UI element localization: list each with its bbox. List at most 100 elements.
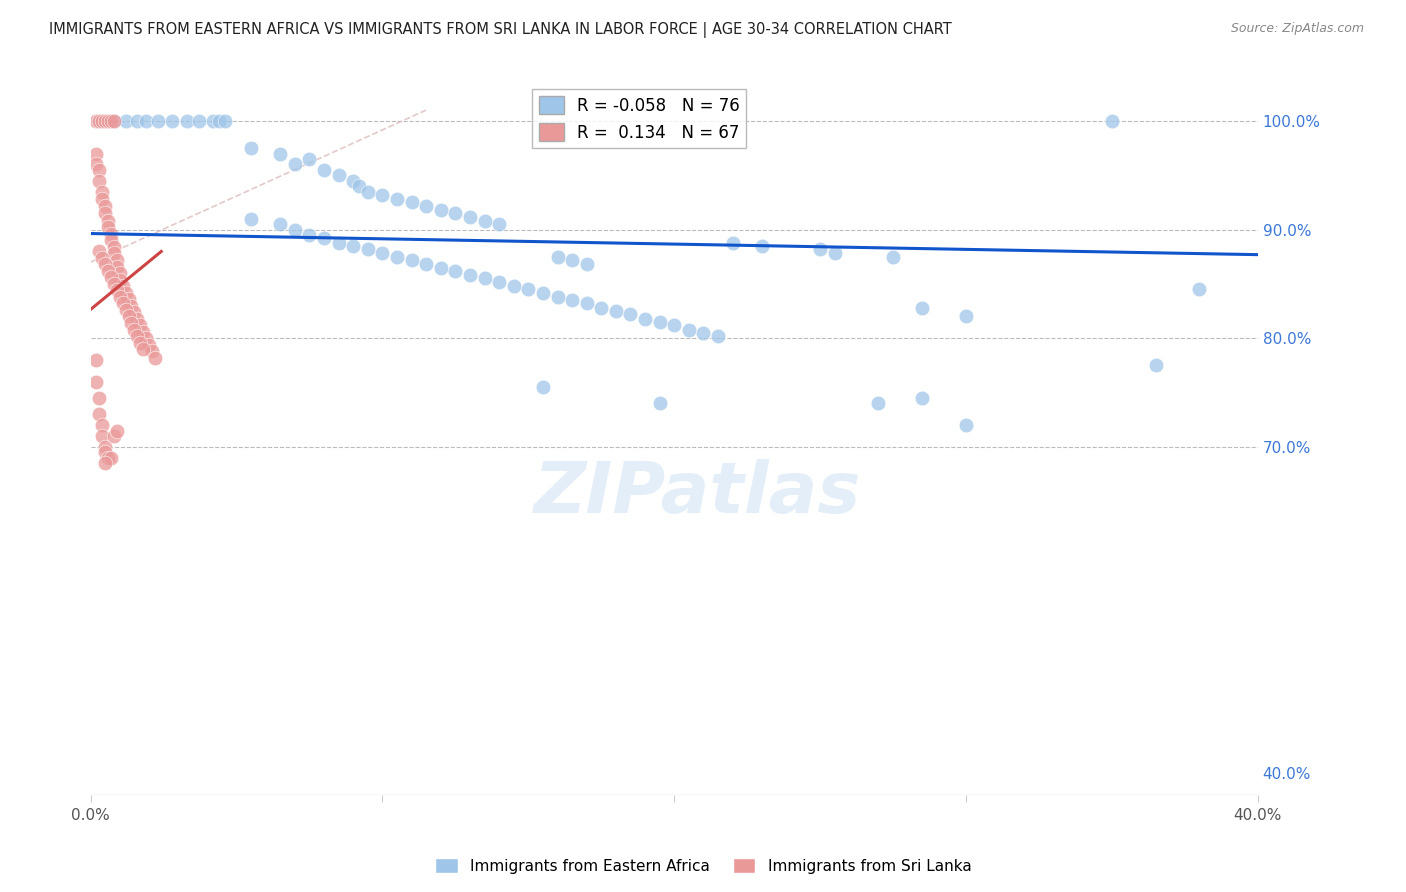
Point — [619, 307, 641, 321]
Point — [91, 192, 114, 206]
Point — [89, 114, 111, 128]
Point — [138, 337, 160, 351]
Point — [1101, 114, 1123, 128]
Point — [634, 311, 657, 326]
Point — [146, 114, 169, 128]
Point — [100, 114, 122, 128]
Point — [692, 326, 714, 340]
Point — [127, 114, 149, 128]
Point — [202, 114, 225, 128]
Point — [127, 311, 149, 326]
Point — [240, 211, 263, 226]
Point — [371, 187, 394, 202]
Point — [678, 322, 700, 336]
Point — [269, 217, 291, 231]
Point — [531, 285, 554, 300]
Point — [97, 214, 120, 228]
Point — [108, 272, 131, 286]
Point — [103, 246, 125, 260]
Point — [176, 114, 198, 128]
Point — [187, 114, 209, 128]
Point — [91, 185, 114, 199]
Point — [1144, 359, 1167, 373]
Point — [575, 296, 598, 310]
Point — [707, 329, 730, 343]
Point — [824, 246, 846, 260]
Point — [111, 279, 134, 293]
Point — [430, 260, 453, 275]
Point — [575, 257, 598, 271]
Point — [312, 162, 335, 177]
Point — [108, 290, 131, 304]
Point — [91, 251, 114, 265]
Point — [298, 227, 321, 242]
Point — [444, 264, 467, 278]
Point — [415, 199, 437, 213]
Point — [328, 235, 350, 250]
Point — [284, 157, 307, 171]
Point — [103, 240, 125, 254]
Point — [89, 244, 111, 259]
Point — [89, 174, 111, 188]
Point — [129, 335, 152, 350]
Point — [94, 114, 117, 128]
Text: Source: ZipAtlas.com: Source: ZipAtlas.com — [1230, 22, 1364, 36]
Point — [97, 114, 120, 128]
Point — [91, 429, 114, 443]
Point — [401, 252, 423, 267]
Point — [94, 440, 117, 454]
Point — [648, 396, 671, 410]
Point — [214, 114, 236, 128]
Point — [561, 252, 583, 267]
Point — [488, 217, 510, 231]
Point — [135, 114, 157, 128]
Point — [89, 162, 111, 177]
Point — [502, 279, 524, 293]
Point — [547, 290, 569, 304]
Point — [86, 114, 108, 128]
Point — [114, 114, 136, 128]
Point — [94, 199, 117, 213]
Point — [517, 282, 540, 296]
Point — [312, 231, 335, 245]
Point — [100, 450, 122, 465]
Point — [86, 146, 108, 161]
Point — [751, 239, 773, 253]
Point — [882, 250, 904, 264]
Point — [347, 179, 370, 194]
Point — [97, 264, 120, 278]
Point — [91, 114, 114, 128]
Point — [100, 234, 122, 248]
Point — [86, 353, 108, 368]
Point — [105, 284, 128, 298]
Point — [342, 239, 364, 253]
Point — [97, 450, 120, 465]
Point — [415, 257, 437, 271]
Point — [444, 206, 467, 220]
Point — [86, 157, 108, 171]
Point — [547, 250, 569, 264]
Point — [458, 268, 481, 283]
Point — [132, 325, 155, 339]
Point — [114, 285, 136, 300]
Point — [721, 235, 744, 250]
Point — [143, 351, 166, 365]
Point — [474, 214, 496, 228]
Point — [117, 310, 139, 324]
Point — [97, 220, 120, 235]
Point — [561, 293, 583, 308]
Point — [648, 315, 671, 329]
Point — [591, 301, 613, 315]
Point — [89, 391, 111, 405]
Point — [488, 275, 510, 289]
Legend: R = -0.058   N = 76, R =  0.134   N = 67: R = -0.058 N = 76, R = 0.134 N = 67 — [531, 89, 747, 148]
Point — [114, 303, 136, 318]
Point — [94, 445, 117, 459]
Point — [298, 152, 321, 166]
Point — [401, 195, 423, 210]
Point — [531, 380, 554, 394]
Point — [121, 316, 143, 330]
Point — [955, 310, 977, 324]
Point — [94, 456, 117, 470]
Point — [94, 257, 117, 271]
